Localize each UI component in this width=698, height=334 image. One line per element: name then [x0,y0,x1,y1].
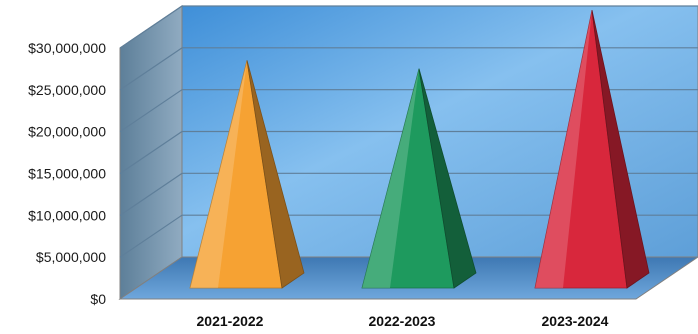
x-category-label: 2022-2023 [369,313,436,329]
pyramid-bar [189,60,305,289]
x-axis: 2021-2022 2022-2023 2023-2024 [197,313,609,329]
y-tick-label: $20,000,000 [28,124,106,140]
gridline [119,130,698,174]
y-tick-label: $5,000,000 [36,249,106,265]
y-tick-label: $0 [90,291,106,307]
pyramid-side-face [591,10,650,289]
gridline [119,47,698,91]
pyramid-highlight [535,10,592,289]
y-tick-label: $10,000,000 [28,207,106,223]
pyramid-side-face [418,68,477,289]
pyramid-highlight [362,68,419,288]
pyramid-bar [534,10,650,289]
y-tick-label: $25,000,000 [28,82,106,98]
gridline [119,5,698,49]
gridline [119,214,698,258]
y-axis: $0 $5,000,000 $10,000,000 $15,000,000 $20,00… [28,40,106,307]
x-category-label: 2023-2024 [542,313,609,329]
y-tick-label: $15,000,000 [28,166,106,182]
pyramid-bars [189,10,650,289]
x-category-label: 2021-2022 [197,313,264,329]
gridline [119,89,698,133]
pyramid-highlight [190,60,247,289]
pyramid-side-face [246,60,305,289]
gridlines [119,5,698,258]
gridline [119,172,698,216]
pyramid-bar [361,68,477,289]
y-tick-label: $30,000,000 [28,40,106,56]
